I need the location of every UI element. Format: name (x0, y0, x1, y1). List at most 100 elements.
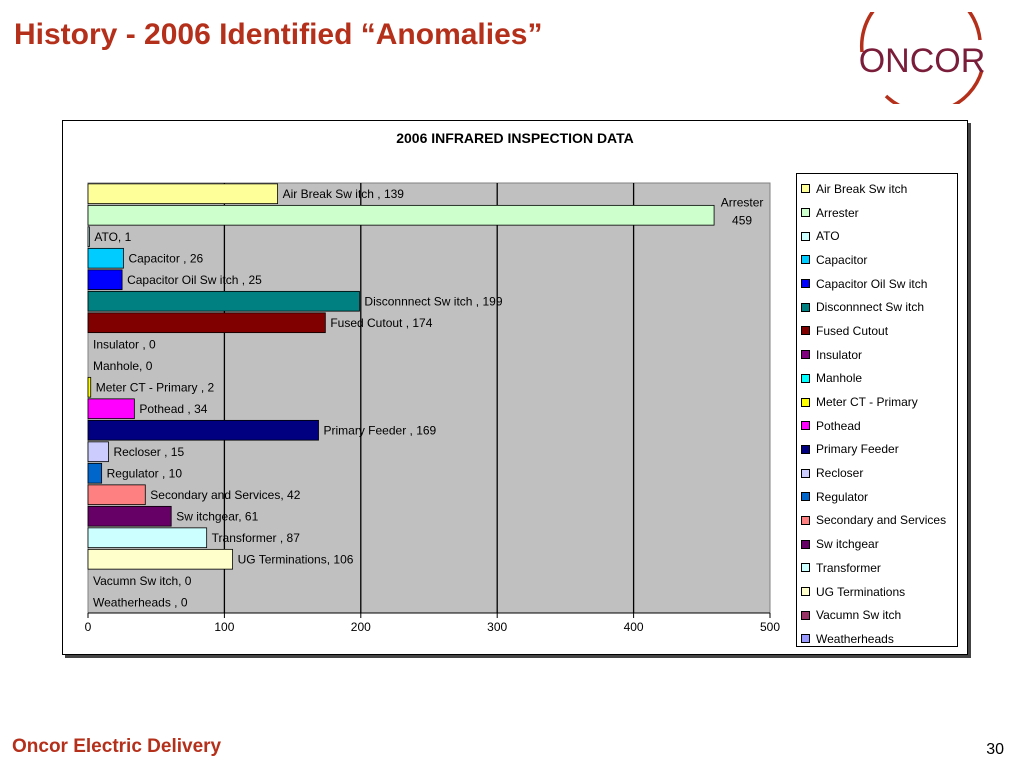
legend-swatch (801, 587, 810, 597)
legend-item: Meter CT - Primary (797, 390, 957, 414)
data-label: Recloser , 15 (113, 445, 184, 459)
bar (87, 548, 233, 570)
data-label: UG Terminations, 106 (238, 552, 354, 566)
legend-swatch (801, 468, 810, 478)
legend-label: Air Break Sw itch (816, 181, 908, 196)
x-tick-label: 500 (760, 620, 780, 634)
legend-label: Recloser (816, 466, 864, 481)
bar (87, 441, 109, 463)
bar (87, 419, 319, 441)
legend-label: Meter CT - Primary (816, 395, 918, 410)
bar (87, 462, 103, 484)
legend-swatch (801, 326, 810, 336)
legend-label: Insulator (816, 347, 863, 362)
data-label: Fused Cutout , 174 (330, 316, 432, 330)
data-label: Meter CT - Primary , 2 (96, 380, 215, 394)
legend-item: Manhole (797, 367, 957, 391)
data-label: ATO, 1 (94, 230, 131, 244)
legend-label: Sw itchgear (816, 537, 879, 552)
legend-item: UG Terminations (797, 580, 957, 604)
x-tick-label: 0 (85, 620, 92, 634)
legend-item: Primary Feeder (797, 438, 957, 462)
legend-swatch (801, 515, 810, 525)
data-label: 459 (732, 214, 752, 228)
bar (87, 183, 278, 205)
legend-item: Transformer (797, 556, 957, 580)
legend-label: Capacitor Oil Sw itch (816, 276, 928, 291)
bar (87, 505, 172, 527)
data-label: Transformer , 87 (212, 531, 301, 545)
legend-swatch (801, 231, 810, 241)
data-label: Disconnnect Sw itch , 199 (364, 294, 502, 308)
legend-label: Capacitor (816, 252, 868, 267)
x-tick-label: 100 (214, 620, 234, 634)
legend-label: Transformer (816, 560, 881, 575)
x-tick-label: 300 (487, 620, 507, 634)
page-number: 30 (986, 741, 1004, 758)
legend-swatch (801, 634, 810, 644)
bar (87, 376, 92, 398)
legend-swatch (801, 184, 810, 194)
chart-title: 2006 INFRARED INSPECTION DATA (396, 130, 634, 146)
legend-item: Pothead (797, 414, 957, 438)
legend-swatch (801, 421, 810, 431)
chart-frame: 2006 INFRARED INSPECTION DATA 0 100 200 300… (62, 120, 968, 655)
legend-label: Regulator (816, 489, 869, 504)
chart-legend: Air Break Sw itch Arrester ATO Capacitor Cap… (796, 173, 958, 647)
data-label: Vacumn Sw itch, 0 (93, 574, 192, 588)
legend-item: Weatherheads (797, 627, 957, 651)
legend-swatch (801, 539, 810, 549)
legend-swatch (801, 492, 810, 502)
data-label: Capacitor Oil Sw itch , 25 (127, 273, 262, 287)
data-label: Arrester (721, 196, 764, 210)
data-label: Air Break Sw itch , 139 (283, 187, 405, 201)
legend-label: Weatherheads (816, 631, 894, 646)
legend-item: Regulator (797, 485, 957, 509)
legend-swatch (801, 279, 810, 289)
data-label: Primary Feeder , 169 (324, 423, 437, 437)
legend-label: Primary Feeder (816, 442, 899, 457)
data-label: Sw itchgear, 61 (176, 509, 258, 523)
bar (87, 527, 208, 549)
bar (87, 484, 146, 506)
legend-item: Disconnnect Sw itch (797, 295, 957, 319)
legend-item: Secondary and Services (797, 509, 957, 533)
legend-swatch (801, 208, 810, 218)
legend-item: Insulator (797, 343, 957, 367)
bar (87, 226, 90, 248)
bar (87, 204, 715, 226)
bar (87, 290, 360, 312)
legend-item: Vacumn Sw itch (797, 603, 957, 627)
oncor-logo: ONCOR (859, 12, 986, 104)
legend-label: Pothead (816, 418, 861, 433)
legend-swatch (801, 373, 810, 383)
data-label: Capacitor , 26 (128, 251, 203, 265)
legend-label: Fused Cutout (816, 323, 889, 338)
legend-label: Arrester (816, 205, 859, 220)
legend-label: ATO (816, 229, 840, 244)
bar-chart: 0 100 200 300 400 500 Air Break Sw itch , 139 A… (85, 182, 780, 634)
legend-item: ATO (797, 224, 957, 248)
data-label: Manhole, 0 (93, 359, 153, 373)
bar (87, 247, 124, 269)
logo-text: ONCOR (859, 42, 986, 80)
legend-item: Capacitor Oil Sw itch (797, 272, 957, 296)
legend-swatch (801, 350, 810, 360)
bar (87, 312, 326, 334)
data-label: Insulator , 0 (93, 337, 156, 351)
legend-item: Sw itchgear (797, 532, 957, 556)
legend-item: Arrester (797, 201, 957, 225)
legend-item: Capacitor (797, 248, 957, 272)
x-tick-label: 400 (624, 620, 644, 634)
legend-label: Vacumn Sw itch (816, 608, 902, 623)
legend-label: Secondary and Services (816, 513, 947, 528)
legend-swatch (801, 610, 810, 620)
bar (87, 398, 135, 420)
legend-swatch (801, 444, 810, 454)
legend-swatch (801, 255, 810, 265)
legend-label: UG Terminations (816, 584, 906, 599)
legend-swatch (801, 397, 810, 407)
bar (87, 269, 123, 291)
x-tick-label: 200 (351, 620, 371, 634)
data-label: Pothead , 34 (139, 402, 207, 416)
